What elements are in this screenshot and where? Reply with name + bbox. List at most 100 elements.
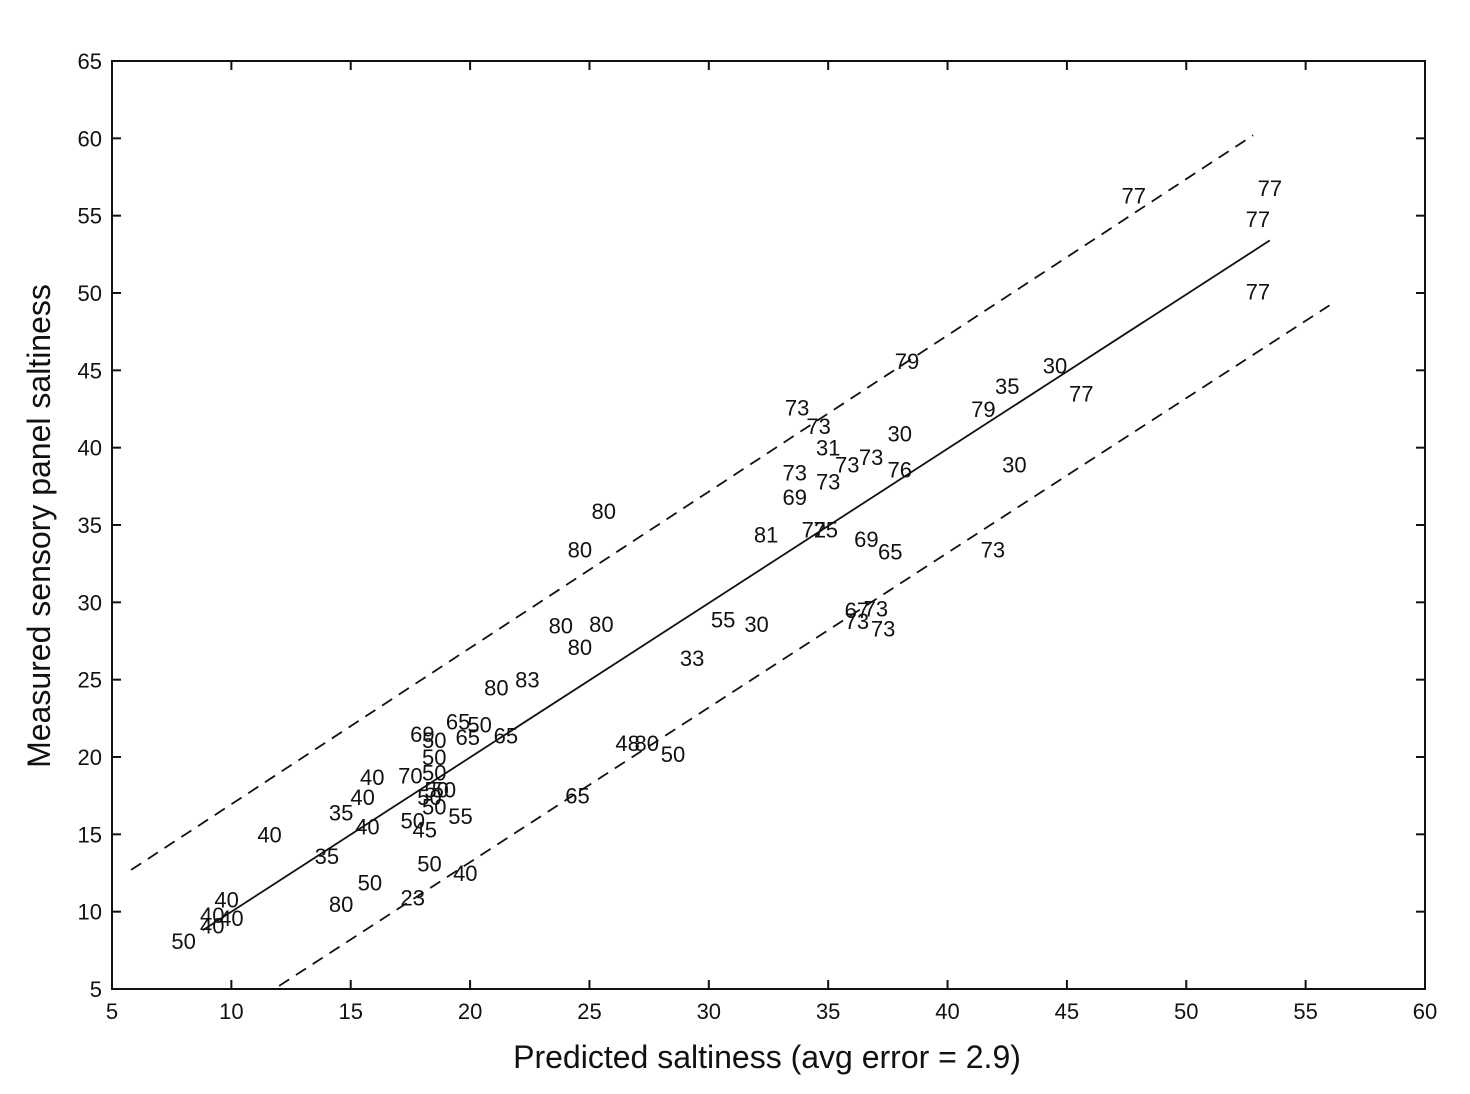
- data-point: 77: [1246, 207, 1270, 232]
- data-point: 65: [878, 539, 902, 564]
- data-point: 73: [785, 395, 809, 420]
- data-point: 23: [401, 886, 425, 911]
- data-point: 50: [417, 785, 441, 810]
- x-tick-label: 15: [338, 999, 362, 1024]
- x-tick-label: 5: [106, 999, 118, 1024]
- dashed-bound-line: [278, 304, 1330, 987]
- data-point: 30: [744, 612, 768, 637]
- data-point: 73: [864, 597, 888, 622]
- y-tick-label: 65: [78, 49, 102, 74]
- data-point: 50: [422, 760, 446, 785]
- data-point: 50: [422, 728, 446, 753]
- data-point: 40: [257, 822, 281, 847]
- data-point: 50: [432, 777, 456, 802]
- y-tick-label: 40: [78, 436, 102, 461]
- dashed-bound-line: [130, 134, 1254, 871]
- x-tick-label: 30: [697, 999, 721, 1024]
- axis-ticks: 5 10 15 20 25 30 35 40 45 50 55 6051015202530354045…: [78, 49, 1438, 1024]
- y-tick-label: 20: [78, 745, 102, 770]
- data-point: 73: [845, 609, 869, 634]
- data-point: 80: [568, 538, 592, 563]
- data-point: 73: [816, 470, 840, 495]
- y-tick-label: 55: [78, 204, 102, 229]
- y-tick-label: 30: [78, 590, 102, 615]
- y-tick-label: 25: [78, 668, 102, 693]
- y-axis-title: Measured sensory panel saltiness: [21, 284, 57, 768]
- data-point: 65: [565, 784, 589, 809]
- data-point: 50: [401, 808, 425, 833]
- data-point: 35: [995, 374, 1019, 399]
- data-point: 73: [871, 617, 895, 642]
- data-point: 50: [422, 745, 446, 770]
- data-point: 69: [854, 527, 878, 552]
- x-tick-label: 20: [458, 999, 482, 1024]
- data-point: 73: [806, 414, 830, 439]
- x-tick-label: 45: [1055, 999, 1079, 1024]
- data-point: 77: [1246, 279, 1270, 304]
- data-point: 81: [754, 522, 778, 547]
- data-point: 31: [816, 436, 840, 461]
- data-point: 50: [171, 929, 195, 954]
- data-point: 73: [835, 453, 859, 478]
- x-tick-label: 35: [816, 999, 840, 1024]
- data-point: 67: [845, 598, 869, 623]
- data-point: 50: [417, 852, 441, 877]
- x-tick-label: 60: [1413, 999, 1437, 1024]
- x-axis-title: Predicted saltiness (avg error = 2.9): [513, 1039, 1021, 1075]
- data-point: 76: [888, 457, 912, 482]
- plot-frame: [111, 60, 1426, 990]
- data-point: 40: [219, 906, 243, 931]
- data-point: 55: [711, 607, 735, 632]
- data-point: 40: [214, 887, 238, 912]
- x-tick-label: 10: [219, 999, 243, 1024]
- data-point: 80: [549, 614, 573, 639]
- y-tick-label: 15: [78, 822, 102, 847]
- data-point: 80: [568, 635, 592, 660]
- data-point: 50: [422, 794, 446, 819]
- data-point: 83: [515, 668, 539, 693]
- data-point: 50: [467, 713, 491, 738]
- data-point: 48: [615, 731, 639, 756]
- data-point: 30: [888, 422, 912, 447]
- y-tick-label: 5: [90, 977, 102, 1002]
- x-tick-label: 50: [1174, 999, 1198, 1024]
- data-point: 35: [315, 844, 339, 869]
- data-point: 80: [592, 499, 616, 524]
- data-point: 73: [859, 445, 883, 470]
- data-point: 77: [1069, 382, 1093, 407]
- x-tick-label: 40: [935, 999, 959, 1024]
- data-point: 69: [783, 485, 807, 510]
- data-point: 40: [360, 765, 384, 790]
- data-point: 50: [358, 870, 382, 895]
- data-point: 40: [453, 861, 477, 886]
- data-point: 30: [1002, 453, 1026, 478]
- fit-line: [202, 239, 1271, 931]
- data-point: 30: [1043, 354, 1067, 379]
- data-point: 40: [355, 815, 379, 840]
- x-tick-label: 25: [577, 999, 601, 1024]
- data-point: 50: [424, 777, 448, 802]
- data-point: 79: [895, 349, 919, 374]
- data-point: 77: [1122, 184, 1146, 209]
- data-point: 50: [661, 742, 685, 767]
- data-point: 73: [783, 460, 807, 485]
- data-point: 80: [635, 731, 659, 756]
- y-tick-label: 35: [78, 513, 102, 538]
- data-point: 35: [329, 801, 353, 826]
- data-point: 65: [446, 709, 470, 734]
- y-tick-label: 45: [78, 358, 102, 383]
- y-tick-label: 10: [78, 900, 102, 925]
- data-point: 55: [448, 804, 472, 829]
- data-point: 65: [494, 723, 518, 748]
- data-point: 72: [802, 518, 826, 543]
- data-point: 45: [412, 818, 436, 843]
- data-point: 80: [589, 612, 613, 637]
- data-point: 80: [329, 892, 353, 917]
- data-point: 77: [1258, 176, 1282, 201]
- x-tick-label: 55: [1293, 999, 1317, 1024]
- y-tick-label: 60: [78, 126, 102, 151]
- data-point: 40: [200, 914, 224, 939]
- data-point: 40: [200, 903, 224, 928]
- data-point: 75: [814, 518, 838, 543]
